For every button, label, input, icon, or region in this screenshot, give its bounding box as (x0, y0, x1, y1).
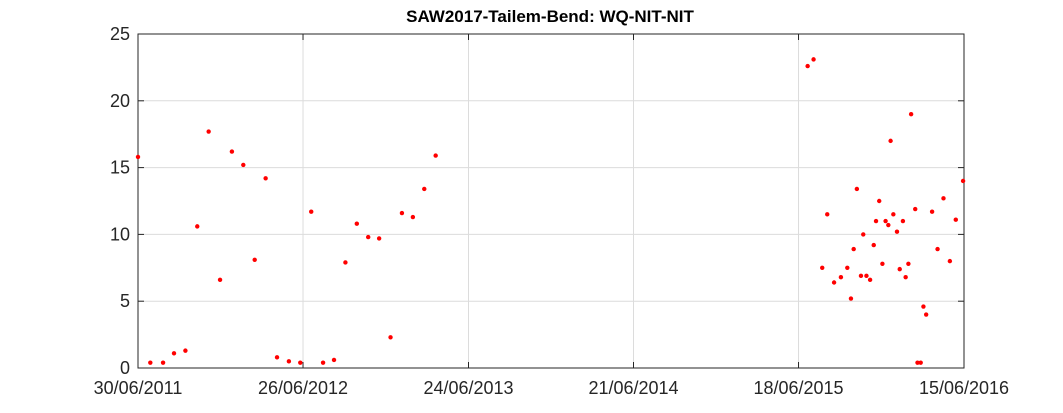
data-point (148, 360, 153, 365)
chart-title: SAW2017-Tailem-Bend: WQ-NIT-NIT (406, 7, 694, 26)
data-point (953, 217, 958, 222)
data-point (891, 212, 896, 217)
data-point (433, 153, 438, 158)
data-point (298, 360, 303, 365)
data-point (935, 246, 940, 252)
data-point (864, 273, 869, 279)
data-point (376, 236, 382, 241)
data-point (903, 274, 908, 280)
data-point (805, 63, 810, 69)
plot-area (137, 33, 965, 369)
data-point (263, 176, 268, 181)
data-point (274, 355, 280, 360)
data-point (913, 206, 918, 212)
data-point (871, 242, 876, 248)
data-point (422, 186, 427, 192)
data-point (886, 222, 891, 228)
data-point (206, 129, 211, 134)
data-point (845, 265, 850, 270)
data-point (906, 261, 911, 266)
x-tick-label: 18/06/2015 (753, 378, 843, 398)
data-point (195, 224, 200, 229)
data-point (877, 198, 882, 204)
data-point (918, 360, 923, 365)
x-tick-label: 15/06/2016 (919, 378, 1009, 398)
x-tick-label: 24/06/2013 (423, 378, 513, 398)
data-point (410, 214, 416, 220)
data-point (960, 178, 966, 184)
data-point (947, 258, 953, 264)
data-point (929, 209, 935, 214)
data-point (858, 273, 864, 279)
data-point (921, 304, 926, 309)
data-point (825, 212, 830, 217)
data-point (831, 280, 837, 285)
grid (138, 34, 964, 368)
data-point (183, 348, 188, 353)
data-point (811, 57, 816, 62)
data-point (867, 277, 873, 283)
data-point (229, 149, 235, 154)
data-point (171, 351, 177, 356)
data-point (883, 218, 888, 224)
data-point (880, 261, 885, 266)
data-point (135, 154, 141, 160)
y-tick-label: 5 (120, 291, 130, 311)
data-point (217, 277, 223, 283)
y-tick-label: 15 (110, 158, 130, 178)
data-point (923, 312, 929, 317)
x-tick-label: 30/06/2011 (94, 378, 183, 398)
x-axis: 30/06/2011 26/06/2012 24/06/2013 21/06/2014… (94, 34, 1009, 398)
data-point (838, 274, 844, 280)
data-points (135, 57, 966, 365)
data-point (854, 186, 860, 192)
y-tick-label: 10 (110, 224, 130, 244)
data-point (366, 234, 371, 240)
y-axis: 0 5 10 15 20 25 (110, 24, 964, 378)
data-point (848, 296, 854, 301)
data-point (894, 229, 900, 234)
y-tick-label: 25 (110, 24, 130, 44)
data-point (888, 138, 893, 144)
data-point (160, 360, 166, 365)
data-point (941, 196, 946, 201)
data-point (331, 357, 337, 363)
data-point (320, 360, 326, 365)
data-point (252, 257, 257, 262)
data-point (908, 111, 914, 117)
x-tick-label: 21/06/2014 (588, 378, 678, 398)
data-point (900, 218, 906, 224)
data-point (399, 210, 405, 216)
data-point (286, 359, 292, 364)
data-point (343, 260, 348, 265)
data-point (820, 265, 825, 270)
data-point (241, 162, 246, 168)
data-point (897, 266, 902, 272)
data-point (309, 209, 314, 214)
data-point (354, 221, 360, 226)
data-point (873, 218, 879, 224)
x-tick-label: 26/06/2012 (258, 378, 348, 398)
y-tick-label: 0 (120, 358, 130, 378)
y-tick-label: 20 (110, 91, 130, 111)
data-point (388, 335, 393, 340)
data-point (861, 232, 866, 237)
data-point (915, 360, 920, 365)
data-point (851, 246, 856, 252)
